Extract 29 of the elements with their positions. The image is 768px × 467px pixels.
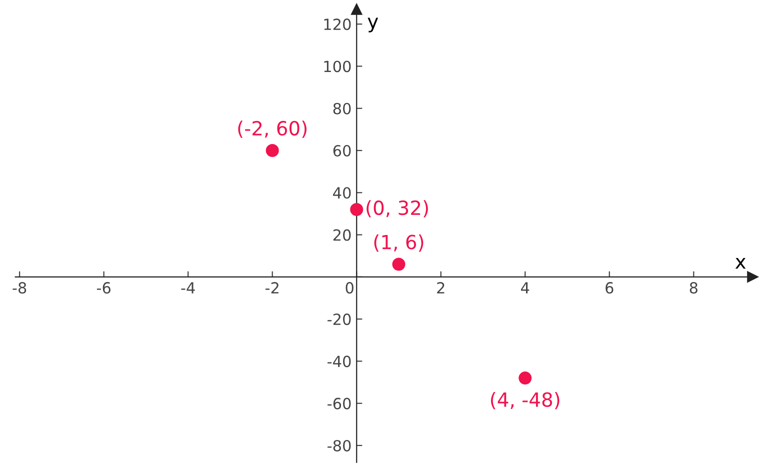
x-tick-label: 4 <box>521 282 530 294</box>
y-tick-label: 60 <box>333 144 351 157</box>
x-tick-label: -4 <box>181 282 195 294</box>
y-axis-title: y <box>368 18 378 32</box>
annotation: (4, -48) <box>490 392 560 410</box>
point <box>392 258 406 271</box>
point <box>350 202 364 216</box>
point <box>518 372 532 385</box>
annotation: (-2, 60) <box>238 120 307 138</box>
x-tick-label: 8 <box>690 282 698 294</box>
annotation: (0, 32) <box>366 200 428 218</box>
x-tick-label: -2 <box>265 282 278 294</box>
x-axis-title: x <box>735 258 746 269</box>
y-tick-label: -80 <box>328 440 351 452</box>
y-tick-label: -60 <box>328 398 351 410</box>
x-tick-label: -8 <box>12 282 26 294</box>
x-tick-label: 0 <box>346 282 354 294</box>
y-tick-label: -40 <box>328 356 351 368</box>
x-tick-label: 6 <box>606 282 614 294</box>
y-tick-label: 20 <box>333 229 351 241</box>
y-tick-label: 80 <box>333 102 351 114</box>
x-tick-label: 2 <box>437 282 444 294</box>
point <box>266 144 279 158</box>
y-tick-label: -20 <box>328 314 351 326</box>
annotation: (1, 6) <box>374 234 424 252</box>
y-tick-label: 120 <box>324 18 351 30</box>
y-tick-label: 40 <box>333 187 351 199</box>
y-tick-label: 100 <box>324 60 351 72</box>
x-tick-label: -6 <box>96 282 110 294</box>
